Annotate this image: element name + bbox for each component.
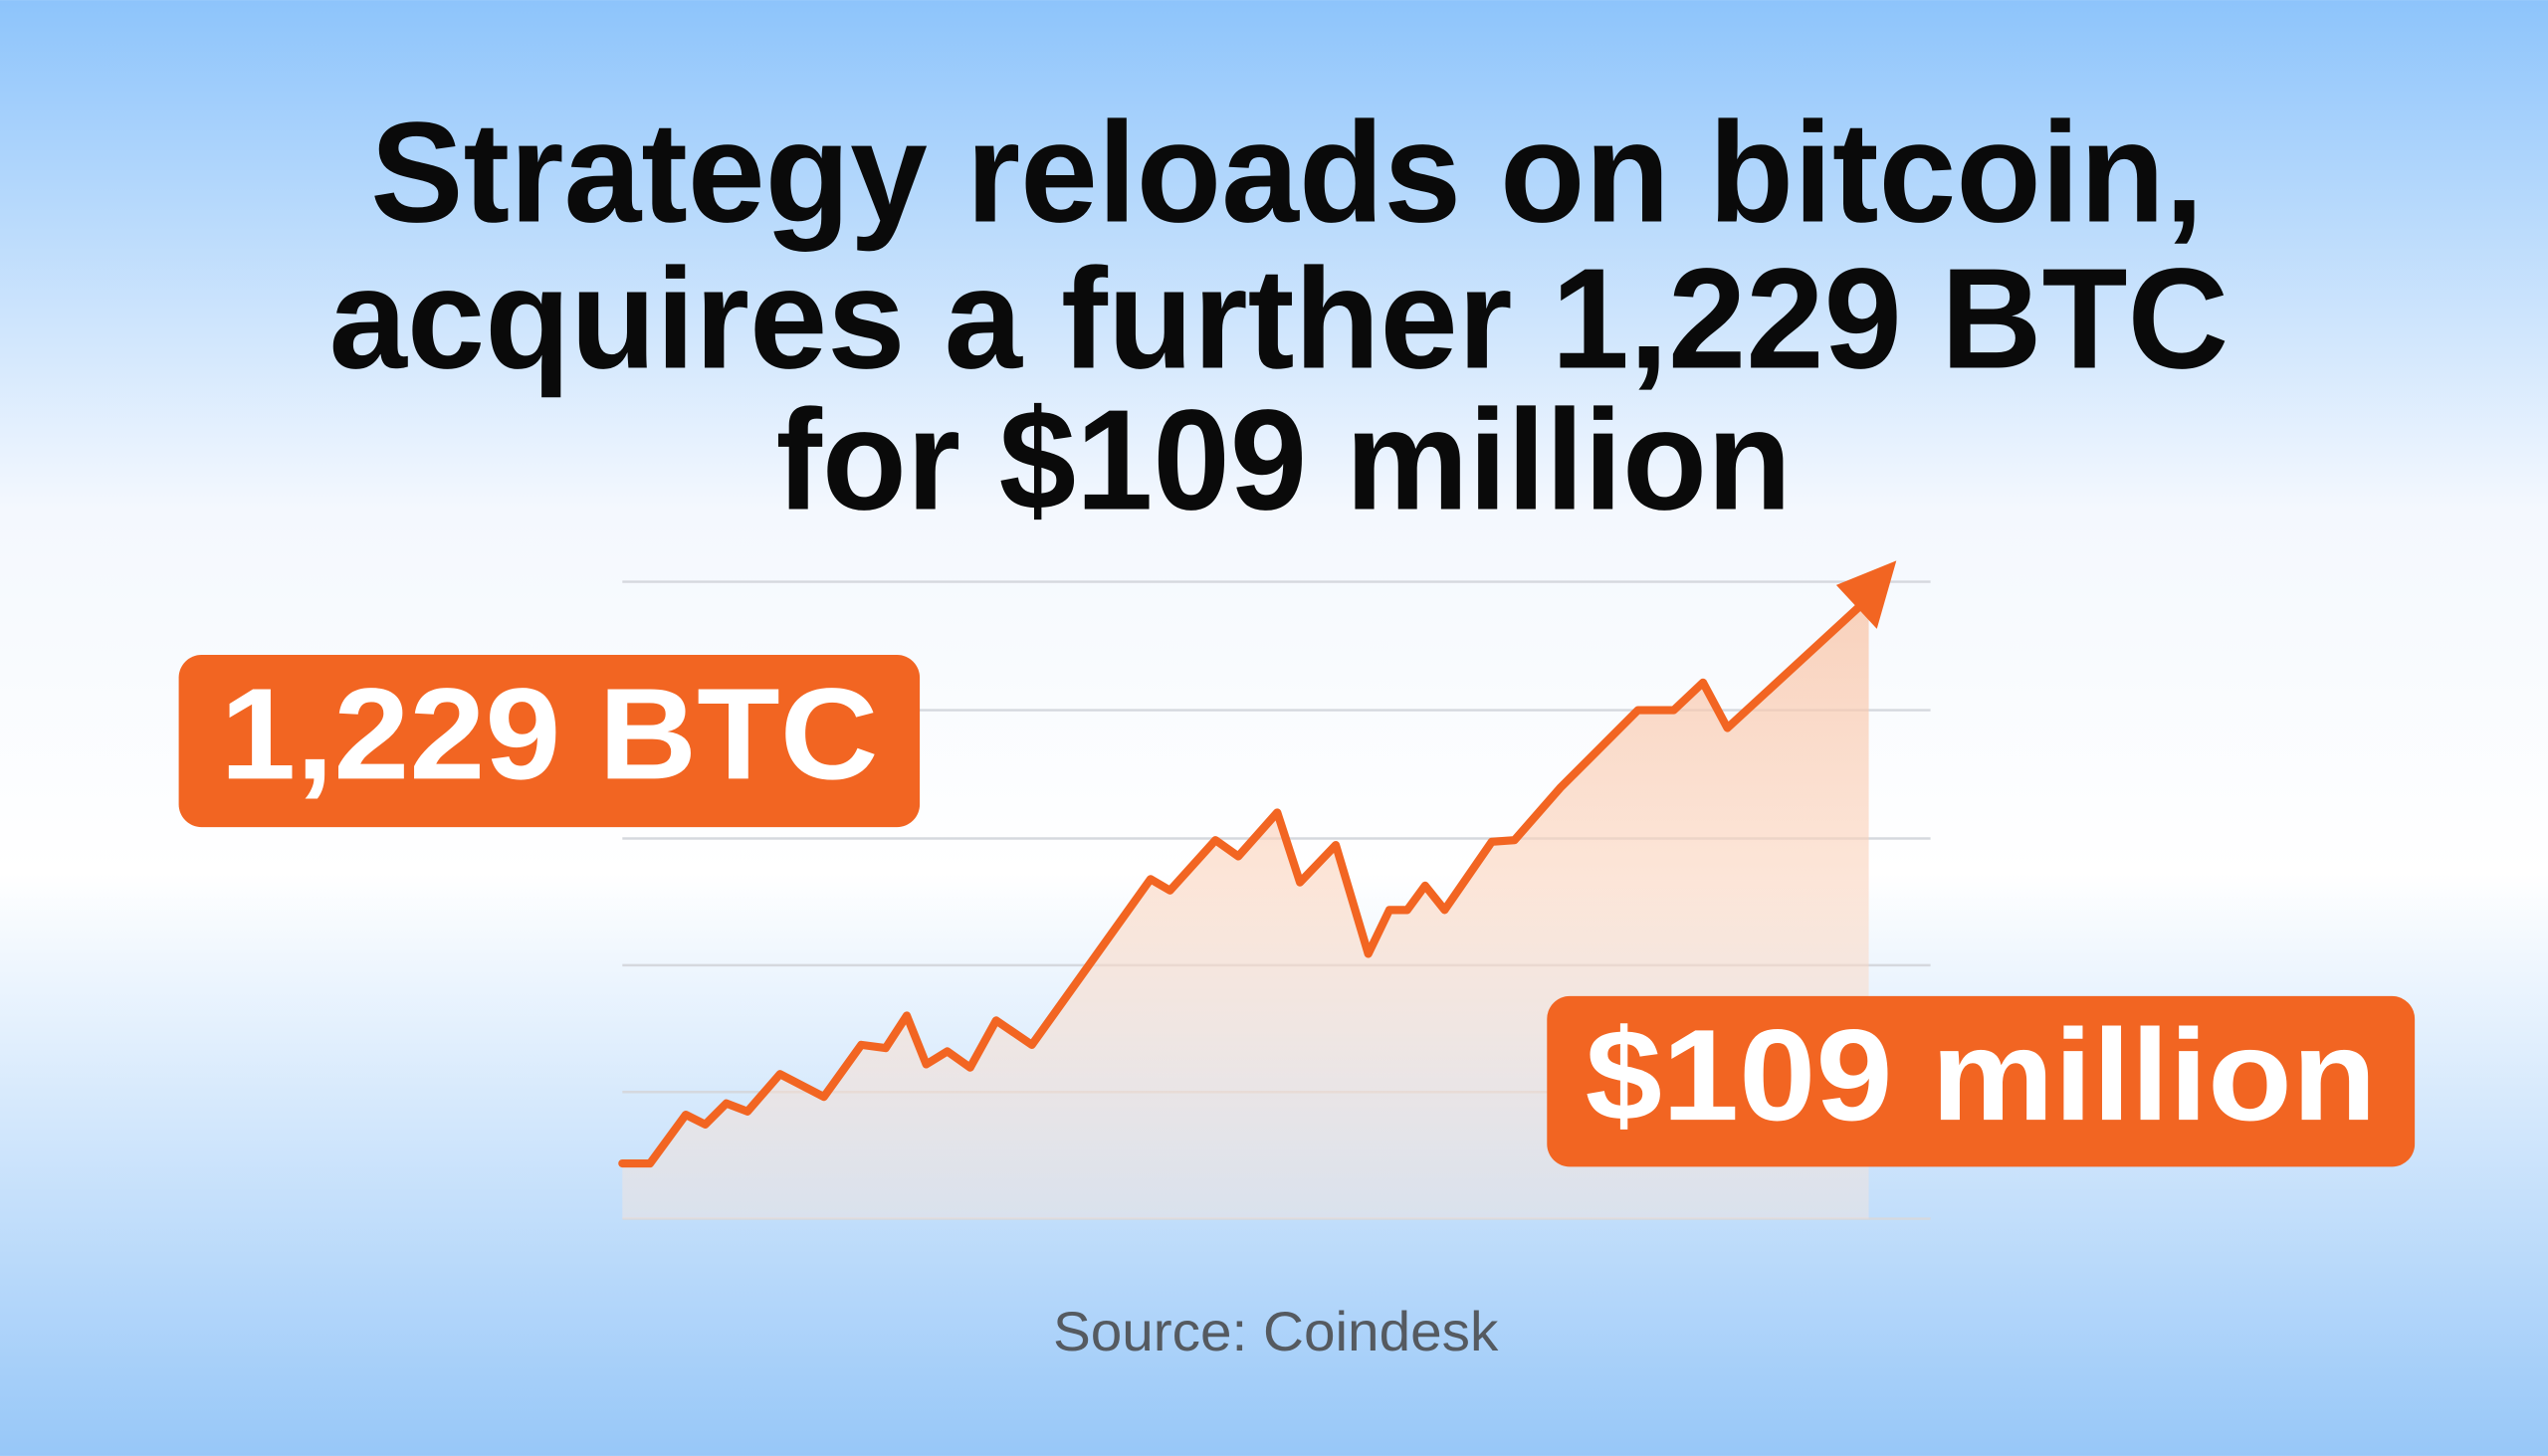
- badge-label: 1,229 BTC: [220, 661, 878, 806]
- badge: [178, 655, 921, 828]
- trend-line: [618, 593, 1873, 1168]
- headline: acquires a further 1,229 BTC: [329, 239, 2230, 398]
- source: Source: Coindesk: [1053, 1301, 1499, 1362]
- headline: for $109 million: [776, 380, 1792, 539]
- headline: Strategy reloads on bitcoin,: [370, 94, 2204, 253]
- badge-label: $109 million: [1586, 1002, 2377, 1147]
- trend-arrowhead: [1835, 560, 1897, 629]
- badge: [1547, 995, 2416, 1167]
